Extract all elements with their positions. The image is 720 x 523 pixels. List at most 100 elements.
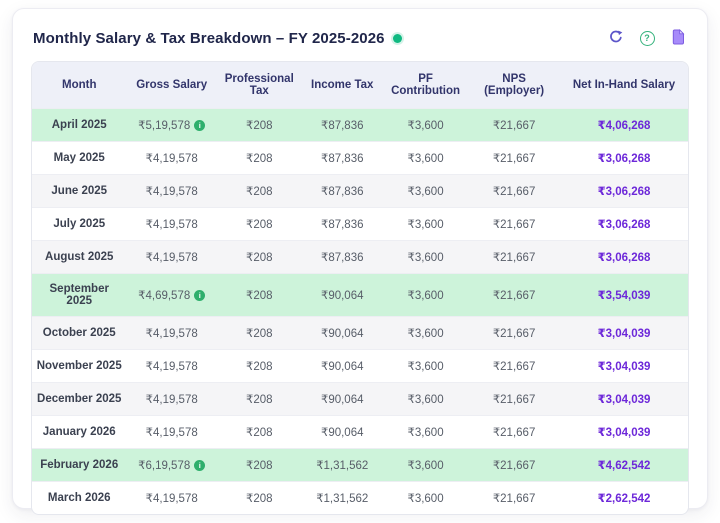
gross-value: ₹4,19,578 (145, 219, 198, 231)
income_tax-value: ₹90,064 (321, 328, 364, 340)
cell-professional_tax: ₹208 (216, 174, 302, 208)
table-row[interactable]: July 2025 ₹4,19,578 ₹208 ₹87,836 ₹3,600 ₹21,6… (32, 207, 688, 241)
cell-nps: ₹21,667 (468, 382, 561, 416)
cell-pf: ₹3,600 (382, 481, 469, 514)
cell-nps: ₹21,667 (468, 273, 561, 317)
month-value: June 2025 (51, 185, 108, 197)
column-header: Net In-Hand Salary (560, 62, 688, 109)
cell-pf: ₹3,600 (382, 207, 469, 241)
cell-income_tax: ₹1,31,562 (301, 448, 383, 482)
table-header: Month Gross Salary Professional Tax Income … (32, 62, 688, 109)
cell-net: ₹3,54,039 (560, 273, 688, 317)
cell-pf: ₹3,600 (382, 382, 469, 416)
net-value: ₹3,04,039 (597, 328, 651, 340)
page-title: Monthly Salary & Tax Breakdown – FY 2025… (33, 29, 385, 47)
gross-value: ₹4,19,578 (145, 252, 198, 264)
cell-pf: ₹3,600 (382, 349, 469, 383)
month-value: February 2026 (40, 459, 119, 471)
cell-professional_tax: ₹208 (216, 108, 302, 142)
professional_tax-value: ₹208 (246, 153, 273, 165)
gross-value: ₹4,19,578 (145, 153, 198, 165)
cell-month: April 2025 (32, 108, 127, 142)
refresh-icon (608, 29, 624, 48)
gross-value: ₹4,19,578 (145, 493, 198, 505)
net-value: ₹2,62,542 (597, 493, 651, 505)
refresh-button[interactable] (607, 29, 625, 47)
professional_tax-value: ₹208 (246, 186, 273, 198)
pf-value: ₹3,600 (407, 186, 444, 198)
nps-value: ₹21,667 (492, 186, 536, 198)
cell-month: September 2025 (32, 273, 127, 317)
cell-month: November 2025 (32, 349, 127, 383)
table-row[interactable]: June 2025 ₹4,19,578 ₹208 ₹87,836 ₹3,600 ₹21,6… (32, 174, 688, 208)
table-row[interactable]: November 2025 ₹4,19,578 ₹208 ₹90,064 ₹3,600 ₹… (32, 349, 688, 383)
income_tax-value: ₹87,836 (321, 252, 364, 264)
toolbar: ? (607, 28, 687, 47)
gross-value: ₹4,19,578 (145, 427, 198, 439)
nps-value: ₹21,667 (492, 493, 536, 505)
card-header: Monthly Salary & Tax Breakdown – FY 2025… (33, 28, 687, 47)
nps-value: ₹21,667 (492, 361, 536, 373)
cell-nps: ₹21,667 (468, 141, 561, 175)
title-wrap: Monthly Salary & Tax Breakdown – FY 2025… (33, 30, 402, 47)
income_tax-value: ₹1,31,562 (316, 493, 369, 505)
table-row[interactable]: January 2026 ₹4,19,578 ₹208 ₹90,064 ₹3,600 ₹2… (32, 415, 688, 449)
professional_tax-value: ₹208 (246, 394, 273, 406)
cell-income_tax: ₹90,064 (301, 415, 383, 449)
table-row[interactable]: February 2026 ₹6,19,578 i ₹208 ₹1,31,562 ₹3,6… (32, 448, 688, 482)
cell-month: May 2025 (32, 141, 127, 175)
gross-value: ₹5,19,578 (138, 120, 191, 132)
cell-month: January 2026 (32, 415, 127, 449)
professional_tax-value: ₹208 (246, 252, 273, 264)
table-row[interactable]: August 2025 ₹4,19,578 ₹208 ₹87,836 ₹3,600 ₹21… (32, 240, 688, 274)
cell-income_tax: ₹87,836 (301, 108, 383, 142)
professional_tax-value: ₹208 (246, 460, 273, 472)
net-value: ₹3,04,039 (597, 361, 651, 373)
gross-info-icon[interactable]: i (194, 460, 206, 471)
cell-month: August 2025 (32, 240, 127, 274)
cell-month: December 2025 (32, 382, 127, 416)
cell-gross: ₹4,19,578 (126, 349, 217, 383)
nps-value: ₹21,667 (492, 427, 536, 439)
table-row[interactable]: March 2026 ₹4,19,578 ₹208 ₹1,31,562 ₹3,600 ₹2… (32, 481, 688, 514)
table-row[interactable]: April 2025 ₹5,19,578 i ₹208 ₹87,836 ₹3,600 ₹21… (32, 108, 688, 142)
table-row[interactable]: May 2025 ₹4,19,578 ₹208 ₹87,836 ₹3,600 ₹21,66… (32, 141, 688, 175)
nps-value: ₹21,667 (492, 460, 536, 472)
cell-net: ₹4,62,542 (560, 448, 688, 482)
cell-professional_tax: ₹208 (216, 316, 302, 350)
column-header: Professional Tax (216, 62, 302, 109)
month-value: September 2025 (49, 283, 109, 307)
cell-pf: ₹3,600 (382, 415, 469, 449)
pf-value: ₹3,600 (407, 361, 444, 373)
professional_tax-value: ₹208 (246, 120, 273, 132)
nps-value: ₹21,667 (492, 252, 536, 264)
table-row[interactable]: October 2025 ₹4,19,578 ₹208 ₹90,064 ₹3,600 ₹2… (32, 316, 688, 350)
gross-info-icon[interactable]: i (194, 290, 206, 301)
professional_tax-value: ₹208 (246, 290, 273, 302)
professional_tax-value: ₹208 (246, 493, 273, 505)
cell-month: October 2025 (32, 316, 127, 350)
cell-gross: ₹4,19,578 (126, 174, 217, 208)
cell-income_tax: ₹90,064 (301, 316, 383, 350)
table-row[interactable]: September 2025 ₹4,69,578 i ₹208 ₹90,064 ₹3,60… (32, 273, 688, 317)
cell-pf: ₹3,600 (382, 141, 469, 175)
cell-professional_tax: ₹208 (216, 349, 302, 383)
nps-value: ₹21,667 (492, 120, 536, 132)
pf-value: ₹3,600 (407, 120, 444, 132)
cell-pf: ₹3,600 (382, 273, 469, 317)
cell-pf: ₹3,600 (382, 316, 469, 350)
export-document-button[interactable] (669, 28, 687, 47)
cell-income_tax: ₹90,064 (301, 349, 383, 383)
salary-table-container: Month Gross Salary Professional Tax Income … (31, 61, 689, 515)
income_tax-value: ₹90,064 (321, 394, 364, 406)
salary-table: Month Gross Salary Professional Tax Income … (32, 62, 688, 514)
cell-net: ₹3,04,039 (560, 382, 688, 416)
cell-income_tax: ₹87,836 (301, 141, 383, 175)
gross-info-icon[interactable]: i (194, 120, 206, 131)
income_tax-value: ₹90,064 (321, 361, 364, 373)
month-value: March 2026 (47, 492, 111, 504)
net-value: ₹3,06,268 (597, 219, 651, 231)
table-row[interactable]: December 2025 ₹4,19,578 ₹208 ₹90,064 ₹3,600 ₹… (32, 382, 688, 416)
help-button[interactable]: ? (638, 29, 656, 47)
cell-net: ₹3,06,268 (560, 240, 688, 274)
